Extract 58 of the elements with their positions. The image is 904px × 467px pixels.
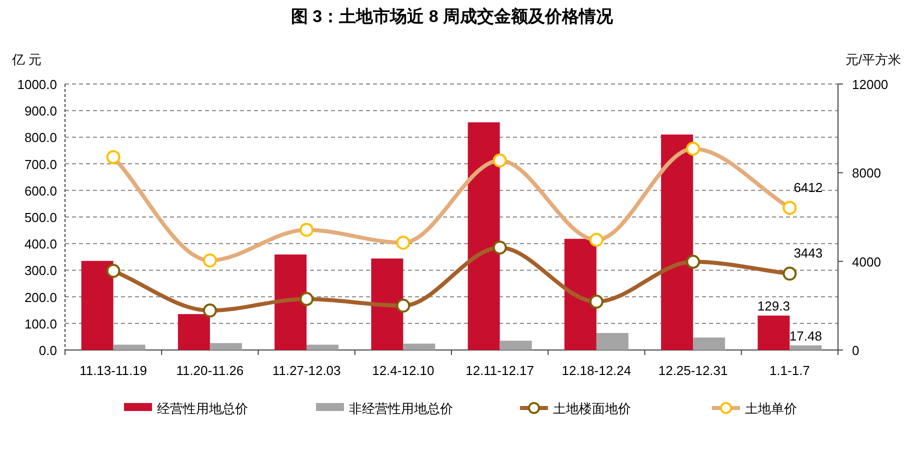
x-tick-label: 11.13-11.19 [80, 363, 148, 378]
y-tick-label: 100.0 [24, 316, 57, 332]
y-tick-label: 800.0 [24, 130, 57, 146]
x-tick-label: 12.18-12.24 [562, 363, 632, 378]
y2-tick-label: 0 [852, 343, 860, 358]
bar [500, 340, 532, 350]
bar [210, 343, 242, 350]
point [396, 298, 410, 313]
y-tick-label: 600.0 [24, 183, 57, 198]
y-tick-label: 300.0 [24, 263, 57, 278]
bar [403, 344, 436, 350]
x-tick-label: 12.11-12.17 [466, 363, 534, 378]
legend-label: 土地楼面地价 [553, 401, 631, 416]
y-tick-label: 0.0 [38, 343, 57, 358]
bar [693, 338, 726, 350]
point [686, 254, 700, 269]
bar [306, 344, 339, 350]
x-tick-label: 12.4-12.10 [372, 363, 434, 378]
point [106, 264, 120, 278]
data-label: 3443 [794, 246, 823, 261]
bar [758, 316, 790, 350]
chart-title: 图 3：土地市场近 8 周成交金额及价格情况 [290, 7, 614, 26]
y-tick-label: 1000.0 [17, 77, 57, 92]
x-tick-label: 11.27-12.03 [272, 363, 341, 378]
bar [113, 344, 146, 350]
legend-label: 土地单价 [745, 401, 797, 416]
y-tick-label: 500.0 [24, 210, 57, 225]
point [589, 294, 604, 309]
legend-label: 经营性用地总价 [157, 401, 248, 416]
data-label: 17.48 [789, 328, 822, 344]
data-label: 6412 [794, 180, 823, 195]
x-tick-label: 1.1-1.7 [769, 363, 810, 378]
point [782, 266, 797, 281]
point [300, 292, 314, 306]
bar [564, 238, 596, 350]
bar [468, 122, 500, 350]
y2-tick-label: 4000 [852, 254, 881, 270]
bar [81, 260, 114, 350]
y-tick-label: 400.0 [24, 236, 57, 252]
x-tick-label: 12.25-12.31 [658, 363, 728, 378]
data-label: 129.3 [757, 298, 790, 314]
y2-tick-label: 8000 [852, 166, 881, 181]
bar [371, 258, 404, 350]
bar [596, 332, 628, 350]
bar [178, 314, 210, 350]
y-tick-label: 900.0 [24, 104, 57, 119]
point [492, 240, 507, 255]
bar [790, 345, 822, 350]
legend-label: 非经营性用地总价 [349, 401, 453, 416]
point [202, 304, 217, 318]
y-axis-title: 亿 元 [11, 52, 42, 67]
y2-axis-title: 元/平方米 [845, 52, 901, 67]
bar [661, 134, 694, 350]
y-tick-label: 200.0 [24, 290, 57, 305]
y-tick-label: 700.0 [24, 156, 57, 172]
y2-tick-label: 12000 [852, 77, 888, 92]
bar [274, 254, 307, 350]
x-tick-label: 11.20-11.26 [176, 363, 244, 378]
